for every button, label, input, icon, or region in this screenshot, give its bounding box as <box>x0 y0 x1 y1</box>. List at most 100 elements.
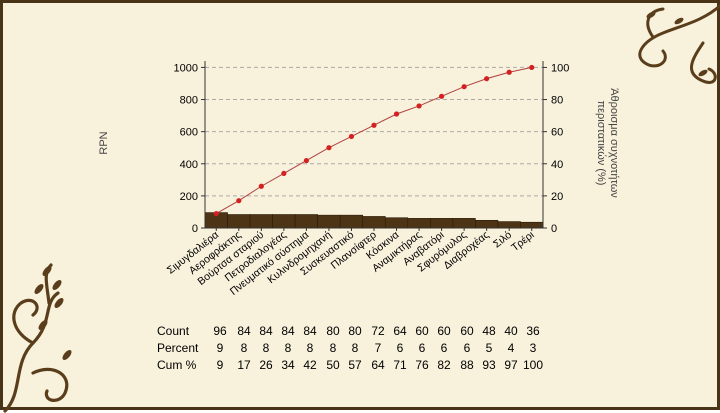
table-cell: 8 <box>241 341 248 355</box>
cumulative-line-layer <box>213 64 535 217</box>
bar <box>497 221 521 229</box>
table-cell: 4 <box>508 341 515 355</box>
table-cell: 60 <box>415 324 429 338</box>
bars-layer <box>204 212 544 229</box>
bar <box>430 218 454 229</box>
ornament-leaf <box>52 280 62 290</box>
y-tick-label: 1000 <box>174 62 198 74</box>
y-axis-title: RPN <box>98 131 110 154</box>
table-cell: 60 <box>437 324 451 338</box>
y2-axis-title-line: περιστατικών (%) <box>595 101 607 186</box>
table-cell: 8 <box>330 341 337 355</box>
ornament-swirl <box>3 291 60 413</box>
table-cell: 84 <box>281 324 295 338</box>
ornament-leaf <box>34 284 44 294</box>
cumulative-marker <box>303 157 309 164</box>
table-cell: 57 <box>348 358 362 372</box>
table-cell: 76 <box>415 358 429 372</box>
bar <box>227 214 251 229</box>
cumulative-marker <box>529 64 535 71</box>
tick-labels: 0 200 400 600 800 1000 0 20 40 60 80 100 <box>174 62 570 235</box>
table-cell: 97 <box>504 358 518 372</box>
table-cell: 93 <box>482 358 496 372</box>
cumulative-marker <box>461 84 467 90</box>
y2-tick-label: 60 <box>551 127 563 139</box>
y2-tick-label: 0 <box>551 223 557 235</box>
table-cell: 84 <box>237 324 251 338</box>
bar <box>520 221 544 229</box>
bar <box>249 214 273 229</box>
table-cell: 88 <box>460 358 474 372</box>
ornament-layer <box>3 3 720 413</box>
bar <box>339 214 364 229</box>
cumulative-marker <box>484 76 490 82</box>
cumulative-marker <box>371 122 377 128</box>
cumulative-line <box>216 66 532 214</box>
table-cell: 5 <box>486 341 493 355</box>
table-cell: 71 <box>393 358 407 372</box>
y-tick-label: 400 <box>180 159 198 171</box>
y-tick-label: 200 <box>180 191 198 203</box>
axes-layer <box>201 61 547 231</box>
ornament-leaf <box>698 69 708 77</box>
table-cell: 40 <box>504 324 518 338</box>
table-cell: 9 <box>217 341 224 355</box>
table-cell: 3 <box>530 341 537 355</box>
cumulative-marker <box>439 93 445 99</box>
table-cell: 50 <box>326 358 340 372</box>
bar <box>452 218 476 229</box>
cumulative-marker <box>258 183 264 189</box>
table-cell: 82 <box>437 358 451 372</box>
cumulative-marker <box>416 103 422 109</box>
y2-tick-label: 80 <box>551 95 563 107</box>
table-cell: 6 <box>397 341 404 355</box>
stats-table: Count 96 84 84 84 84 80 80 72 64 60 60 60 48 40 36Perce… <box>157 324 543 372</box>
table-row-label: Cum % <box>157 358 197 372</box>
y-tick-label: 800 <box>180 95 198 107</box>
ornament-leaf <box>674 17 684 25</box>
table-cell: 9 <box>217 358 224 372</box>
y-tick-label: 600 <box>180 127 198 139</box>
table-cell: 8 <box>352 341 359 355</box>
table-cell: 64 <box>371 358 385 372</box>
y-tick-label: 0 <box>192 223 198 235</box>
ornament-leaf <box>38 320 48 330</box>
table-cell: 6 <box>419 341 426 355</box>
table-cell: 64 <box>393 324 407 338</box>
table-cell: 48 <box>482 324 496 338</box>
table-cell: 26 <box>259 358 273 372</box>
ornament-swirl <box>31 367 69 402</box>
cumulative-marker <box>236 198 242 204</box>
ornament-leaf <box>54 298 64 308</box>
table-cell: 100 <box>523 358 543 372</box>
table-cell: 36 <box>526 324 540 338</box>
table-cell: 8 <box>263 341 270 355</box>
cumulative-marker <box>213 210 219 217</box>
table-row-label: Count <box>157 324 190 338</box>
bar <box>384 217 409 229</box>
table-cell: 34 <box>281 358 295 372</box>
table-cell: 96 <box>213 324 227 338</box>
table-cell: 7 <box>375 341 382 355</box>
cumulative-marker <box>281 170 287 177</box>
ornament-swirl <box>638 3 720 68</box>
ornament-leaf <box>42 266 52 276</box>
bar <box>272 214 296 229</box>
grid-lines <box>205 66 543 197</box>
ornament-swirl <box>690 41 717 84</box>
table-cell: 80 <box>348 324 362 338</box>
table-cell: 72 <box>371 324 385 338</box>
ornament-leaf <box>62 350 72 360</box>
table-cell: 6 <box>464 341 471 355</box>
y2-tick-label: 40 <box>551 159 563 171</box>
table-cell: 8 <box>307 341 314 355</box>
y2-axis-title-line: Άθροισμα συχνοτήτων <box>608 88 620 198</box>
pareto-chart: 0 200 400 600 800 1000 0 20 40 60 80 100 Σιμυγδαλιέ… <box>3 3 720 413</box>
y2-tick-label: 100 <box>551 62 569 74</box>
cumulative-marker <box>326 145 332 151</box>
table-row-label: Percent <box>157 341 199 355</box>
cumulative-marker <box>348 133 355 140</box>
